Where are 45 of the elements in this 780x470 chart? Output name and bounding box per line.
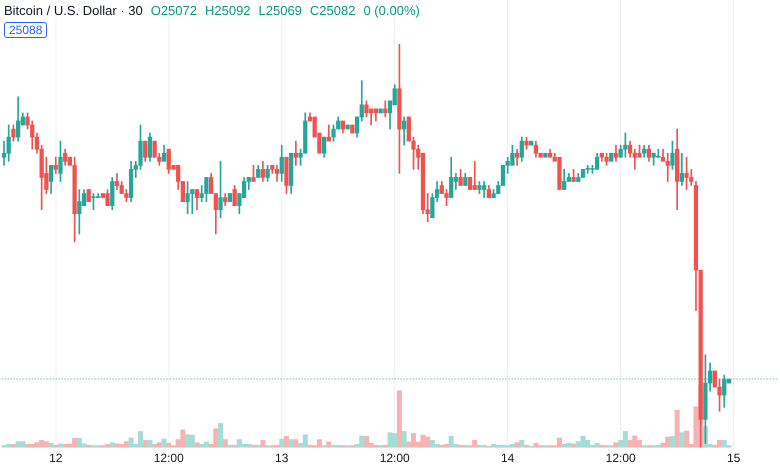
text: 25088 [4, 22, 48, 38]
bar [6, 444, 12, 448]
bar [491, 444, 496, 448]
bar [670, 436, 675, 448]
bar [519, 440, 524, 448]
bar [119, 444, 124, 448]
text: L25069 [258, 3, 302, 18]
bar [30, 444, 35, 448]
bar [396, 390, 402, 448]
bar [48, 442, 54, 448]
bar [679, 432, 684, 448]
bar [166, 442, 172, 448]
x-tick-label: 12:00 [606, 451, 636, 466]
bar [110, 442, 115, 448]
bar [58, 444, 64, 448]
x-tick-label: 14 [501, 451, 515, 466]
bar [402, 431, 407, 448]
bar [571, 444, 576, 448]
bar [128, 438, 134, 448]
bar [260, 440, 266, 448]
x-tick-label: 12:00 [154, 451, 184, 466]
bar [279, 438, 284, 448]
x-tick-label: 15 [726, 451, 741, 466]
bar [288, 439, 294, 448]
bar [218, 423, 224, 448]
bar [222, 439, 228, 448]
bar [138, 431, 144, 448]
x-tick-label: 12:00 [380, 451, 410, 466]
x-tick-label: 12 [49, 451, 63, 466]
candlestick [218, 160, 223, 218]
bar [472, 440, 478, 448]
chart-title: Bitcoin / U.S. Dollar · 30 [4, 3, 143, 18]
text: 0 (0.00%) [363, 3, 420, 18]
text: H25092 [204, 3, 251, 18]
bar [147, 440, 152, 448]
bar [293, 439, 298, 448]
bar [674, 410, 680, 448]
text: C25082 [310, 3, 356, 18]
bar [236, 439, 242, 448]
bar [162, 438, 167, 448]
bar [608, 445, 614, 448]
bar [580, 436, 586, 448]
x-tick-label: 13 [275, 451, 289, 466]
text: O25072 [150, 3, 197, 18]
bar [326, 442, 332, 448]
